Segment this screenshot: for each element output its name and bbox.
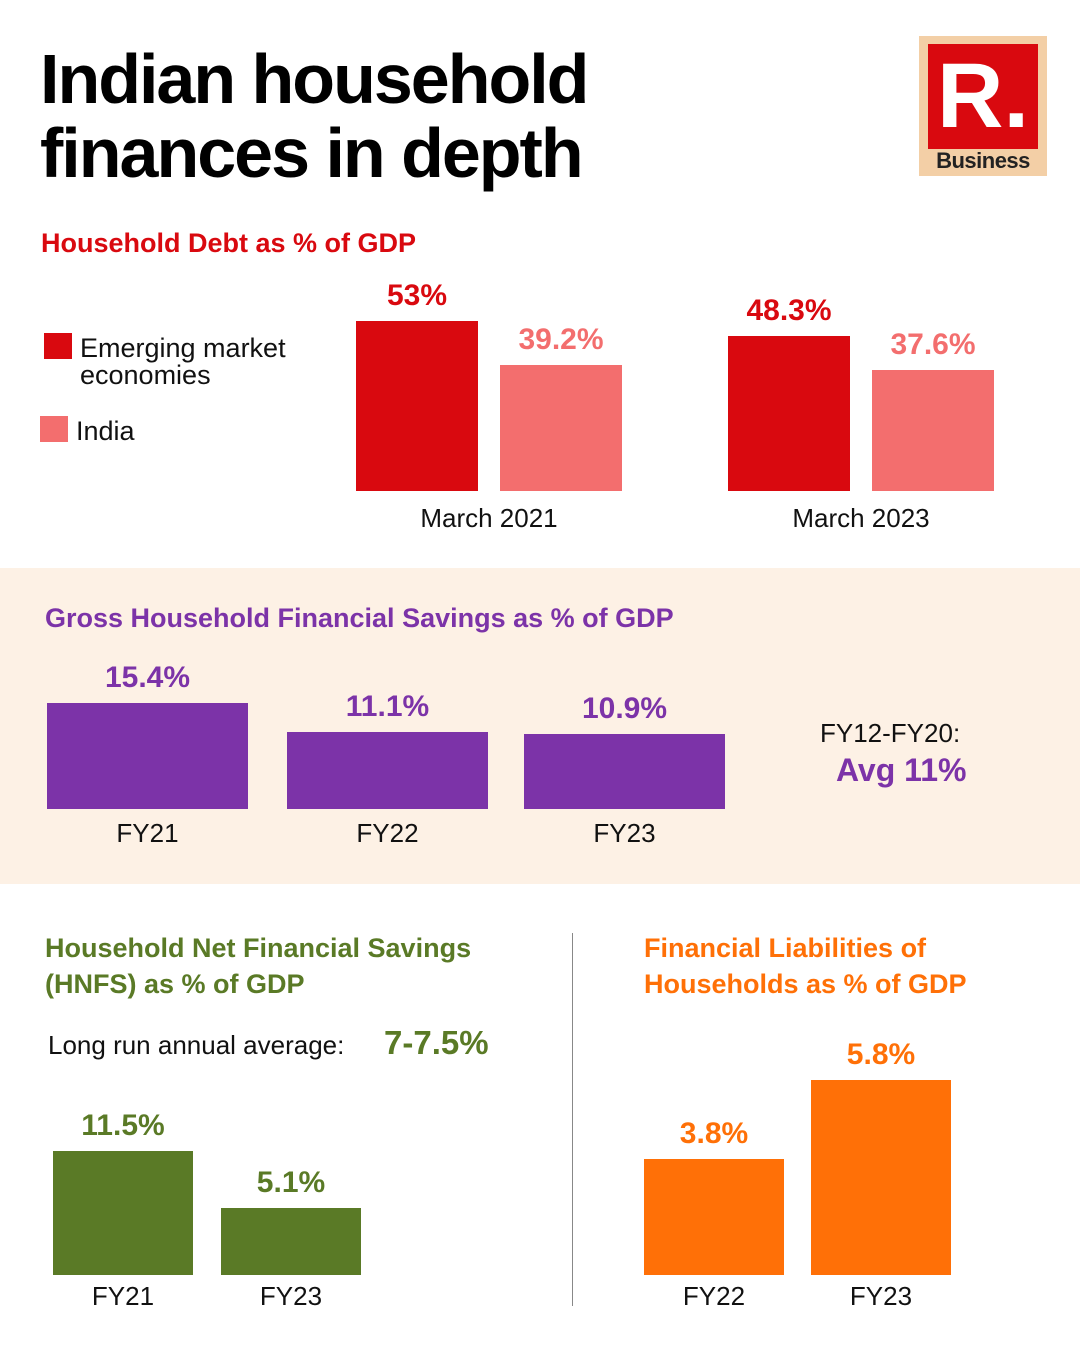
net-0-bar [53, 1150, 193, 1275]
gross-0-category-label: FY21 [116, 818, 179, 848]
net-1-bar [221, 1207, 361, 1275]
logo-text: Business [936, 148, 1030, 173]
gross-2-bar [524, 733, 725, 809]
liab-1-category-label: FY23 [849, 1281, 913, 1311]
liab-0-bar [644, 1158, 784, 1275]
debt-emerging-0-bar [356, 320, 478, 491]
logo-mark: R. [928, 44, 1038, 149]
gross-1-bar [287, 732, 488, 809]
gross-annotation-value: Avg 11% [836, 752, 967, 788]
title-line-2: finances in depth [40, 114, 584, 192]
gross-1-value-label: 11.1% [345, 690, 430, 724]
liab-0-value-label: 3.8% [679, 1116, 749, 1150]
gross-0-bar [47, 702, 248, 809]
liab-0-category-label: FY22 [682, 1281, 746, 1311]
debt-india-0-value-label: 39.2% [518, 323, 604, 357]
legend-swatch-emerging [44, 333, 72, 359]
net-0-category-label: FY21 [91, 1281, 155, 1311]
net-1-category-label: FY23 [259, 1281, 323, 1311]
republic-business-logo: R. Business [919, 36, 1047, 176]
gross-2-category-label: FY23 [593, 818, 656, 848]
liab-1-value-label: 5.8% [846, 1037, 916, 1071]
liab-1-bar [811, 1079, 951, 1275]
gross-chart-title: Gross Household Financial Savings as % o… [45, 603, 674, 633]
debt-1-category-label: March 2023 [792, 503, 930, 533]
net-1-value-label: 5.1% [256, 1165, 326, 1199]
legend-label-emerging: Emerging market economies [80, 333, 286, 390]
gross-0-value-label: 15.4% [104, 660, 191, 694]
gross-2-value-label: 10.9% [581, 691, 668, 725]
debt-emerging-0-value-label: 53% [386, 278, 448, 312]
legend-label-india: India [76, 416, 135, 446]
liab-chart-title: Financial Liabilities of Households as % … [644, 933, 967, 999]
net-0-value-label: 11.5% [81, 1108, 165, 1142]
debt-india-0-bar [500, 365, 622, 491]
net-annotation-label: Long run annual average: [48, 1030, 345, 1060]
debt-0-category-label: March 2021 [420, 503, 558, 533]
legend-swatch-india [40, 416, 68, 442]
net-chart-title: Household Net Financial Savings (HNFS) as… [45, 933, 472, 999]
divider [572, 933, 573, 1306]
debt-emerging-1-value-label: 48.3% [746, 293, 832, 327]
debt-india-1-value-label: 37.6% [890, 328, 976, 362]
net-annotation-value: 7-7.5% [384, 1024, 489, 1061]
debt-chart-title: Household Debt as % of GDP [41, 228, 417, 258]
debt-emerging-1-bar [728, 335, 850, 491]
gross-1-category-label: FY22 [356, 818, 419, 848]
gross-annotation-label: FY12-FY20: [820, 718, 961, 748]
title-line-1: Indian household [40, 40, 589, 118]
page-title: Indian household finances in depth [40, 40, 589, 192]
debt-india-1-bar [872, 370, 994, 491]
